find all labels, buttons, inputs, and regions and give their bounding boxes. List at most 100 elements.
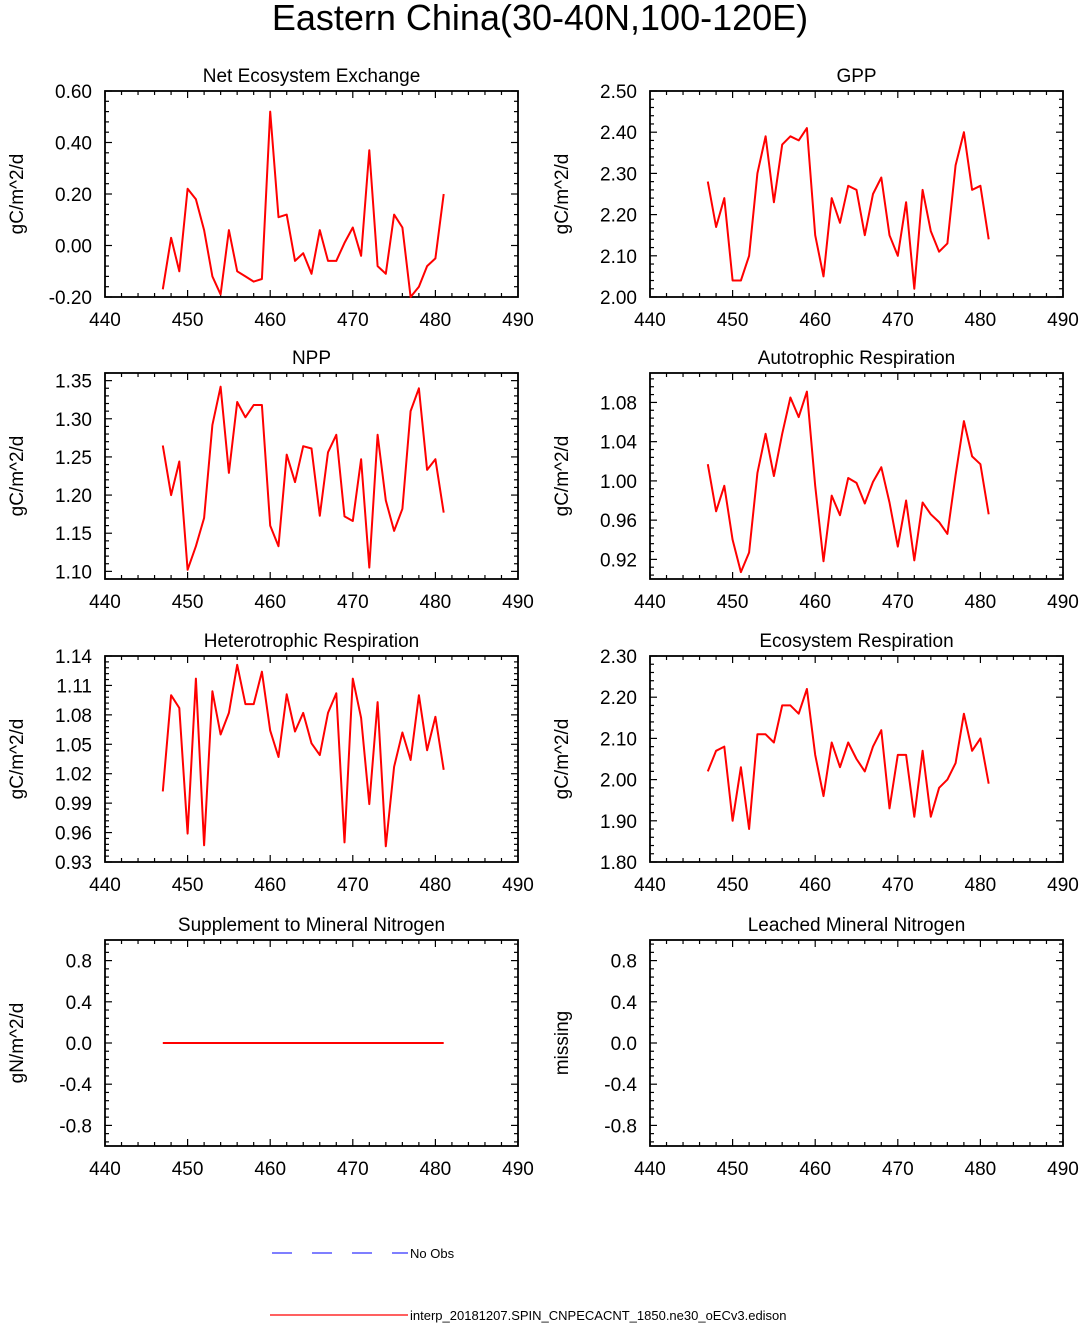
- npp-ytick-label: 1.15: [55, 524, 92, 545]
- gpp-title: GPP: [836, 66, 876, 87]
- leached-mineral-nitrogen-ylabel: missing: [552, 1011, 573, 1075]
- heterotrophic-respiration-series-model-line: [161, 663, 445, 848]
- autotrophic-respiration-panel: Autotrophic Respiration gC/m^2/d 440 450 460…: [552, 348, 1079, 613]
- gpp-xtick-label: 470: [882, 310, 914, 331]
- npp-xtick-label: 440: [89, 592, 121, 613]
- autotrophic-respiration-ytick-label: 1.04: [600, 433, 637, 454]
- npp-xtick-label: 460: [254, 592, 286, 613]
- npp-ytick-label: 1.30: [55, 410, 92, 431]
- heterotrophic-respiration-xtick-label: 460: [254, 875, 286, 896]
- gpp-series-model-line: [706, 127, 990, 290]
- legend-obs-label: No Obs: [410, 1246, 455, 1261]
- gpp-ytick-label: 2.10: [600, 247, 637, 268]
- net-ecosystem-exchange-title: Net Ecosystem Exchange: [203, 66, 421, 87]
- leached-mineral-nitrogen-frame: [649, 939, 1064, 1147]
- heterotrophic-respiration-xtick-label: 450: [172, 875, 204, 896]
- gpp-ytick-label: 2.00: [600, 288, 637, 309]
- autotrophic-respiration-xtick-label: 490: [1047, 592, 1079, 613]
- npp-xtick-label: 480: [420, 592, 452, 613]
- heterotrophic-respiration-xtick-label: 480: [420, 875, 452, 896]
- net-ecosystem-exchange-ylabel: gC/m^2/d: [7, 154, 28, 235]
- autotrophic-respiration-xtick-label: 460: [799, 592, 831, 613]
- gpp-panel: GPP gC/m^2/d 440 450 460 470 480 490 2.00 2.10 2.2…: [552, 66, 1079, 331]
- heterotrophic-respiration-xtick-label: 490: [502, 875, 534, 896]
- net-ecosystem-exchange-xtick-label: 470: [337, 310, 369, 331]
- npp-ytick-label: 1.25: [55, 448, 92, 469]
- autotrophic-respiration-xtick-label: 480: [965, 592, 997, 613]
- ecosystem-respiration-ytick-label: 2.30: [600, 647, 637, 668]
- npp-xtick-label: 470: [337, 592, 369, 613]
- net-ecosystem-exchange-xtick-label: 440: [89, 310, 121, 331]
- autotrophic-respiration-frame: [649, 372, 1064, 580]
- ecosystem-respiration-xtick-label: 490: [1047, 875, 1079, 896]
- net-ecosystem-exchange-ytick-label: 0.20: [55, 185, 92, 206]
- autotrophic-respiration-ylabel: gC/m^2/d: [552, 436, 573, 517]
- gpp-xtick-label: 440: [634, 310, 666, 331]
- supplement-to-mineral-nitrogen-xtick-label: 470: [337, 1159, 369, 1180]
- leached-mineral-nitrogen-ytick-label: 0.8: [611, 952, 637, 973]
- supplement-to-mineral-nitrogen-ytick-label: -0.4: [59, 1075, 92, 1096]
- ecosystem-respiration-ytick-label: 1.80: [600, 853, 637, 874]
- ecosystem-respiration-ytick-label: 1.90: [600, 812, 637, 833]
- leached-mineral-nitrogen-ytick-label: -0.8: [604, 1116, 637, 1137]
- gpp-xtick-label: 460: [799, 310, 831, 331]
- autotrophic-respiration-xtick-label: 440: [634, 592, 666, 613]
- net-ecosystem-exchange-xtick-label: 490: [502, 310, 534, 331]
- net-ecosystem-exchange-xtick-label: 460: [254, 310, 286, 331]
- autotrophic-respiration-title: Autotrophic Respiration: [758, 348, 956, 369]
- supplement-to-mineral-nitrogen-xtick-label: 490: [502, 1159, 534, 1180]
- autotrophic-respiration-xtick-label: 470: [882, 592, 914, 613]
- net-ecosystem-exchange-ytick-label: 0.60: [55, 82, 92, 103]
- net-ecosystem-exchange-ytick-label: 0.00: [55, 237, 92, 258]
- ecosystem-respiration-frame: [649, 655, 1064, 863]
- gpp-ytick-label: 2.30: [600, 164, 637, 185]
- gpp-ylabel: gC/m^2/d: [552, 154, 573, 235]
- ecosystem-respiration-ytick-label: 2.00: [600, 771, 637, 792]
- ecosystem-respiration-xtick-label: 460: [799, 875, 831, 896]
- leached-mineral-nitrogen-title: Leached Mineral Nitrogen: [748, 915, 966, 936]
- heterotrophic-respiration-ytick-label: 1.05: [55, 735, 92, 756]
- gpp-ytick-label: 2.40: [600, 123, 637, 144]
- heterotrophic-respiration-xtick-label: 440: [89, 875, 121, 896]
- supplement-to-mineral-nitrogen-panel: Supplement to Mineral Nitrogen gN/m^2/d 44…: [7, 915, 534, 1180]
- ecosystem-respiration-panel: Ecosystem Respiration gC/m^2/d 440 450 460 47…: [552, 631, 1079, 896]
- gpp-ytick-label: 2.20: [600, 206, 637, 227]
- heterotrophic-respiration-ytick-label: 1.02: [55, 765, 92, 786]
- leached-mineral-nitrogen-xtick-label: 450: [717, 1159, 749, 1180]
- npp-frame: [104, 372, 519, 580]
- supplement-to-mineral-nitrogen-ytick-label: 0.8: [66, 952, 92, 973]
- ecosystem-respiration-xtick-label: 480: [965, 875, 997, 896]
- ecosystem-respiration-ylabel: gC/m^2/d: [552, 719, 573, 800]
- heterotrophic-respiration-xtick-label: 470: [337, 875, 369, 896]
- autotrophic-respiration-ytick-label: 1.00: [600, 472, 637, 493]
- leached-mineral-nitrogen-panel: Leached Mineral Nitrogen missing 440 450 460…: [552, 915, 1079, 1180]
- heterotrophic-respiration-ytick-label: 1.11: [56, 676, 92, 697]
- heterotrophic-respiration-panel: Heterotrophic Respiration gC/m^2/d 440 450 4…: [7, 631, 534, 896]
- net-ecosystem-exchange-xtick-label: 480: [420, 310, 452, 331]
- supplement-to-mineral-nitrogen-title: Supplement to Mineral Nitrogen: [178, 915, 445, 936]
- npp-series-model-line: [161, 385, 445, 571]
- npp-xtick-label: 490: [502, 592, 534, 613]
- supplement-to-mineral-nitrogen-xtick-label: 450: [172, 1159, 204, 1180]
- leached-mineral-nitrogen-xtick-label: 440: [634, 1159, 666, 1180]
- ecosystem-respiration-title: Ecosystem Respiration: [759, 631, 953, 652]
- heterotrophic-respiration-title: Heterotrophic Respiration: [204, 631, 419, 652]
- heterotrophic-respiration-ytick-label: 0.96: [55, 824, 92, 845]
- leached-mineral-nitrogen-ytick-label: 0.0: [611, 1034, 637, 1055]
- net-ecosystem-exchange-panel: Net Ecosystem Exchange gC/m^2/d 440 450 460 4…: [7, 66, 534, 331]
- supplement-to-mineral-nitrogen-xtick-label: 480: [420, 1159, 452, 1180]
- heterotrophic-respiration-ytick-label: 0.93: [55, 853, 92, 874]
- npp-xtick-label: 450: [172, 592, 204, 613]
- autotrophic-respiration-ytick-label: 0.96: [600, 511, 637, 532]
- supplement-to-mineral-nitrogen-ytick-label: 0.4: [66, 993, 93, 1014]
- ecosystem-respiration-series-model-line: [706, 688, 990, 830]
- autotrophic-respiration-series-model-line: [706, 390, 990, 574]
- leached-mineral-nitrogen-xtick-label: 480: [965, 1159, 997, 1180]
- ecosystem-respiration-ytick-label: 2.20: [600, 688, 637, 709]
- autotrophic-respiration-xtick-label: 450: [717, 592, 749, 613]
- supplement-to-mineral-nitrogen-ytick-label: 0.0: [66, 1034, 92, 1055]
- heterotrophic-respiration-frame: [104, 655, 519, 863]
- ecosystem-respiration-xtick-label: 440: [634, 875, 666, 896]
- autotrophic-respiration-ytick-label: 0.92: [600, 550, 637, 571]
